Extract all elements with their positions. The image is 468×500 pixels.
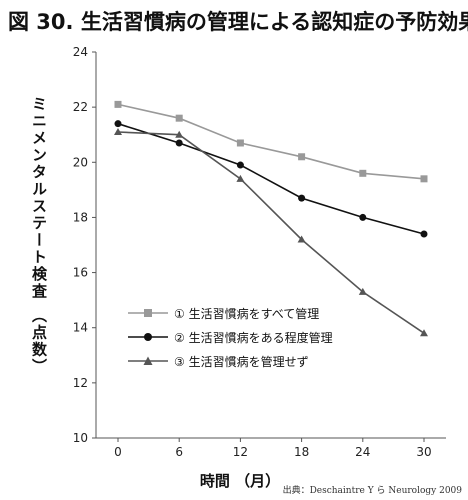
data-point (236, 174, 245, 182)
legend: ① 生活習慣病をすべて管理 ② 生活習慣病をある程度管理 ③ 生活習慣病を管理せ… (128, 302, 333, 374)
chart-title: 図 30. 生活習慣病の管理による認知症の予防効果 (8, 10, 468, 34)
data-point (175, 114, 183, 122)
data-point (114, 120, 122, 128)
data-point (236, 161, 244, 169)
data-point (175, 130, 184, 138)
data-point (298, 194, 306, 202)
x-tick-label: 12 (233, 445, 248, 459)
legend-label: ① 生活習慣病をすべて管理 (174, 306, 320, 321)
data-point (359, 213, 367, 221)
data-point (359, 169, 367, 177)
y-tick-label: 18 (73, 210, 88, 224)
data-point (420, 230, 428, 238)
x-tick-label: 6 (175, 445, 183, 459)
y-tick-label: 20 (73, 155, 88, 169)
y-tick-label: 24 (73, 45, 88, 59)
series-line-3 (117, 131, 425, 334)
data-point (175, 139, 183, 147)
data-point (420, 329, 428, 337)
legend-item: ① 生活習慣病をすべて管理 (128, 302, 333, 324)
data-point (420, 175, 428, 183)
data-point (298, 153, 306, 161)
y-tick-label: 16 (73, 266, 88, 280)
data-point (358, 287, 367, 295)
legend-label: ③ 生活習慣病を管理せず (174, 354, 309, 369)
series-line-2 (117, 122, 425, 235)
y-tick-label: 10 (73, 431, 88, 445)
x-axis-label: 時間 （月） (199, 472, 281, 490)
x-tick-label: 18 (294, 445, 309, 459)
y-axis-label: ミニメンタルステート検査 （点数） (30, 96, 48, 376)
y-tick-label: 12 (73, 376, 88, 390)
data-point (114, 127, 122, 135)
x-tick-label: 30 (416, 445, 431, 459)
x-tick-label: 0 (114, 445, 122, 459)
legend-item: ② 生活習慣病をある程度管理 (128, 326, 333, 348)
source-note: 出典：Deschaintre Y ら Neurology 2009 (282, 486, 462, 496)
data-point (114, 100, 122, 108)
x-tick-label: 24 (355, 445, 370, 459)
series-line-1 (117, 103, 425, 180)
legend-swatch-square (128, 309, 168, 317)
legend-swatch-circle (128, 333, 168, 341)
data-point (236, 139, 244, 147)
y-tick-label: 22 (73, 100, 88, 114)
y-tick-label: 14 (73, 321, 88, 335)
legend-label: ② 生活習慣病をある程度管理 (174, 330, 333, 345)
data-point (297, 235, 306, 243)
legend-swatch-triangle (128, 356, 168, 365)
legend-item: ③ 生活習慣病を管理せず (128, 350, 333, 372)
